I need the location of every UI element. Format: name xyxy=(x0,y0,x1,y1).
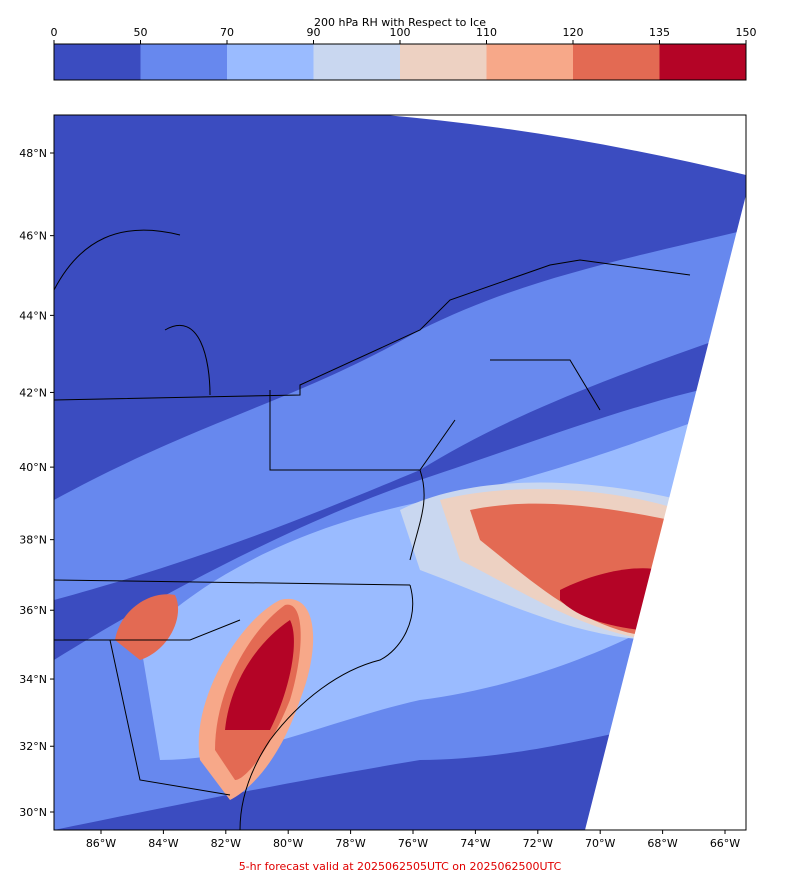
colorbar-tick-label: 110 xyxy=(476,26,497,39)
field-band xyxy=(54,230,746,600)
colorbar-bin xyxy=(486,44,574,80)
lon-tick-label: 80°W xyxy=(273,837,303,850)
colorbar-tick-label: 70 xyxy=(220,26,234,39)
lat-tick-label: 36°N xyxy=(19,604,47,617)
map-frame xyxy=(53,114,747,831)
lon-tick-label: 72°W xyxy=(523,837,553,850)
colorbar-tick-label: 0 xyxy=(51,26,58,39)
colorbar-bin xyxy=(227,44,314,80)
lon-tick-label: 74°W xyxy=(460,837,490,850)
colorbar-bin xyxy=(140,44,228,80)
colorbar-tick-label: 100 xyxy=(390,26,411,39)
lon-tick-label: 82°W xyxy=(211,837,241,850)
lat-tick-label: 38°N xyxy=(19,534,47,547)
lat-tick-label: 48°N xyxy=(19,147,47,160)
lon-tick-label: 86°W xyxy=(86,837,116,850)
field-band xyxy=(225,620,294,730)
field-band xyxy=(115,594,179,660)
colorbar-tick-label: 120 xyxy=(563,26,584,39)
colorbar-tick-label: 150 xyxy=(736,26,757,39)
colorbar-bin xyxy=(313,44,401,80)
colorbar: 0 50 70 90 100 110 120 135 150 xyxy=(51,26,757,81)
lon-tick-label: 84°W xyxy=(148,837,178,850)
lat-tick-label: 44°N xyxy=(19,309,47,322)
lat-tick-label: 30°N xyxy=(19,806,47,819)
colorbar-tick-label: 90 xyxy=(307,26,321,39)
lon-tick-label: 76°W xyxy=(398,837,428,850)
lon-tick-label: 70°W xyxy=(585,837,615,850)
lat-tick-label: 42°N xyxy=(19,386,47,399)
boundaries xyxy=(54,229,691,830)
colorbar-bin xyxy=(400,44,487,80)
colorbar-tick-label: 135 xyxy=(649,26,670,39)
lat-tick-label: 32°N xyxy=(19,740,47,753)
lon-tick-label: 68°W xyxy=(647,837,677,850)
colorbar-bin xyxy=(573,44,660,80)
lon-tick-label: 66°W xyxy=(710,837,740,850)
colorbar-bin xyxy=(659,44,747,80)
lat-tick-label: 40°N xyxy=(19,461,47,474)
lon-tick-label: 78°W xyxy=(335,837,365,850)
map-axes: 30°N 32°N 34°N 36°N 38°N 40°N 42°N 44°N 46°N 48°N… xyxy=(19,147,740,850)
no-data-area xyxy=(385,115,746,830)
map-field xyxy=(54,115,746,830)
footer: 5-hr forecast valid at 2025062505UTC on … xyxy=(239,860,562,873)
field-band xyxy=(560,568,660,630)
colorbar-bin xyxy=(54,44,141,80)
lat-tick-label: 46°N xyxy=(19,230,47,243)
colorbar-title: 200 hPa RH with Respect to Ice xyxy=(314,16,486,29)
colorbar-tick-label: 50 xyxy=(134,26,148,39)
lat-tick-label: 34°N xyxy=(19,673,47,686)
